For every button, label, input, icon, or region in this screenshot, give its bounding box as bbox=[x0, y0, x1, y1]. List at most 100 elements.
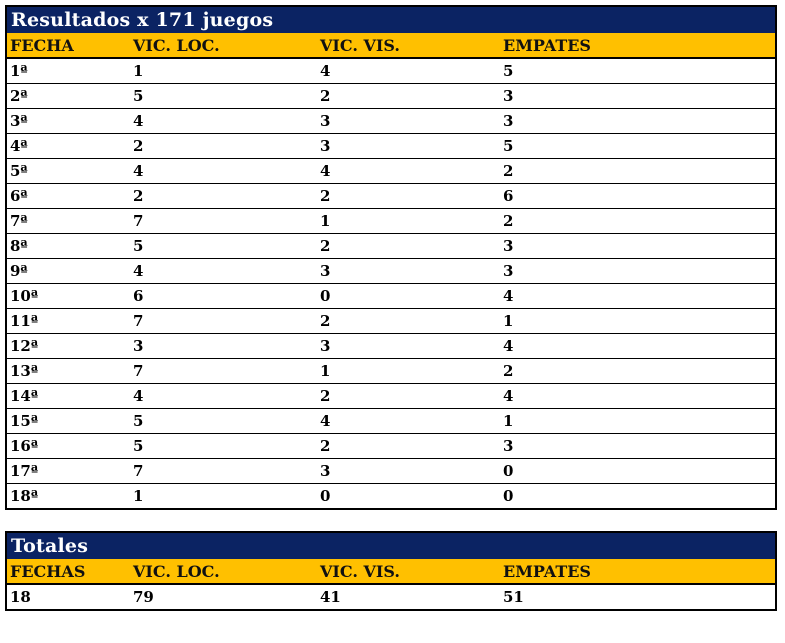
column-header-vic-vis: VIC. VIS. bbox=[317, 33, 500, 59]
results-header-row: FECHA VIC. LOC. VIC. VIS. EMPATES bbox=[7, 33, 775, 59]
totals-table-title: Totales bbox=[7, 533, 775, 559]
value-cell: 4 bbox=[317, 58, 500, 84]
row-label-cell: 14ª bbox=[7, 383, 130, 409]
value-cell: 1 bbox=[133, 487, 144, 505]
row-label-cell: 18 bbox=[10, 588, 31, 606]
row-label-cell: 7ª bbox=[7, 208, 130, 234]
value-cell: 3 bbox=[317, 108, 500, 134]
value-cell: 2 bbox=[317, 308, 500, 334]
table-row: 17ª 7 3 0 bbox=[7, 458, 775, 484]
value-cell: 5 bbox=[500, 58, 775, 84]
value-cell: 5 bbox=[130, 233, 317, 259]
table-row: 16ª 5 2 3 bbox=[7, 433, 775, 459]
value-cell: 3 bbox=[317, 258, 500, 284]
row-label-cell: 13ª bbox=[7, 358, 130, 384]
table-row: 3ª 4 3 3 bbox=[7, 108, 775, 134]
value-cell: 3 bbox=[500, 108, 775, 134]
value-cell: 2 bbox=[130, 133, 317, 159]
value-cell: 4 bbox=[500, 283, 775, 309]
value-cell: 4 bbox=[130, 108, 317, 134]
value-cell: 2 bbox=[500, 208, 775, 234]
table-row: 7ª 7 1 2 bbox=[7, 208, 775, 234]
column-header-fechas: FECHAS bbox=[7, 559, 130, 585]
row-label-cell: 15ª bbox=[7, 408, 130, 434]
value-cell: 4 bbox=[317, 408, 500, 434]
value-cell: 3 bbox=[317, 333, 500, 359]
column-header-vic-loc: VIC. LOC. bbox=[130, 33, 317, 59]
worksheet: Resultados x 171 juegos FECHA VIC. LOC. … bbox=[5, 5, 777, 611]
value-cell: 2 bbox=[317, 83, 500, 109]
table-row: 2ª 5 2 3 bbox=[7, 83, 775, 109]
value-cell: 0 bbox=[503, 487, 514, 505]
value-cell: 7 bbox=[130, 208, 317, 234]
value-cell: 6 bbox=[500, 183, 775, 209]
value-cell: 2 bbox=[317, 183, 500, 209]
value-cell: 5 bbox=[130, 408, 317, 434]
value-cell: 1 bbox=[500, 408, 775, 434]
row-label-cell: 18ª bbox=[10, 487, 39, 505]
table-row: 18 79 41 51 bbox=[7, 584, 775, 609]
results-data-table: FECHA VIC. LOC. VIC. VIS. EMPATES 1ª 1 4 5 2… bbox=[7, 33, 775, 508]
row-label-cell: 17ª bbox=[7, 458, 130, 484]
value-cell: 1 bbox=[317, 358, 500, 384]
value-cell: 3 bbox=[500, 83, 775, 109]
row-label-cell: 8ª bbox=[7, 233, 130, 259]
totals-table: Totales FECHAS VIC. LOC. VIC. VIS. EMPAT… bbox=[5, 531, 777, 611]
value-cell: 5 bbox=[130, 433, 317, 459]
table-row: 11ª 7 2 1 bbox=[7, 308, 775, 334]
row-label-cell: 6ª bbox=[7, 183, 130, 209]
table-row: 14ª 4 2 4 bbox=[7, 383, 775, 409]
table-row: 1ª 1 4 5 bbox=[7, 58, 775, 84]
value-cell: 4 bbox=[130, 158, 317, 184]
row-label-cell: 11ª bbox=[7, 308, 130, 334]
table-row: 4ª 2 3 5 bbox=[7, 133, 775, 159]
value-cell: 3 bbox=[317, 458, 500, 484]
row-label-cell: 16ª bbox=[7, 433, 130, 459]
table-row: 15ª 5 4 1 bbox=[7, 408, 775, 434]
value-cell: 1 bbox=[130, 58, 317, 84]
totals-header-row: FECHAS VIC. LOC. VIC. VIS. EMPATES bbox=[7, 559, 775, 585]
row-label-cell: 9ª bbox=[7, 258, 130, 284]
value-cell: 2 bbox=[317, 233, 500, 259]
value-cell: 51 bbox=[503, 588, 524, 606]
value-cell: 2 bbox=[130, 183, 317, 209]
value-cell: 4 bbox=[130, 383, 317, 409]
value-cell: 4 bbox=[500, 383, 775, 409]
totals-data-table: FECHAS VIC. LOC. VIC. VIS. EMPATES 18 79 4… bbox=[7, 559, 775, 609]
value-cell: 1 bbox=[317, 208, 500, 234]
value-cell: 6 bbox=[130, 283, 317, 309]
row-label-cell: 10ª bbox=[7, 283, 130, 309]
row-label-cell: 5ª bbox=[7, 158, 130, 184]
table-row: 18ª 1 0 0 bbox=[7, 484, 775, 509]
row-label-cell: 3ª bbox=[7, 108, 130, 134]
value-cell: 7 bbox=[130, 358, 317, 384]
value-cell: 0 bbox=[317, 283, 500, 309]
row-label-cell: 4ª bbox=[7, 133, 130, 159]
results-table-title: Resultados x 171 juegos bbox=[7, 7, 775, 33]
value-cell: 3 bbox=[500, 233, 775, 259]
value-cell: 0 bbox=[320, 487, 331, 505]
value-cell: 2 bbox=[317, 433, 500, 459]
table-row: 10ª 6 0 4 bbox=[7, 283, 775, 309]
row-label-cell: 12ª bbox=[7, 333, 130, 359]
results-table-body: 1ª 1 4 5 2ª 5 2 3 3ª 4 3 3 4ª 2 3 5 5ª 4 4 2 6ª 2 2 6 7ª 7 1 2 8ª 5 2 3… bbox=[7, 58, 775, 508]
column-header-empates-total: EMPATES bbox=[500, 559, 775, 585]
row-label-cell: 1ª bbox=[7, 58, 130, 84]
value-cell: 2 bbox=[500, 358, 775, 384]
value-cell: 3 bbox=[500, 433, 775, 459]
value-cell: 7 bbox=[130, 308, 317, 334]
value-cell: 2 bbox=[317, 383, 500, 409]
value-cell: 5 bbox=[500, 133, 775, 159]
value-cell: 79 bbox=[133, 588, 154, 606]
value-cell: 4 bbox=[130, 258, 317, 284]
column-header-empates: EMPATES bbox=[500, 33, 775, 59]
table-row: 12ª 3 3 4 bbox=[7, 333, 775, 359]
value-cell: 2 bbox=[500, 158, 775, 184]
results-table: Resultados x 171 juegos FECHA VIC. LOC. … bbox=[5, 5, 777, 510]
table-row: 9ª 4 3 3 bbox=[7, 258, 775, 284]
value-cell: 5 bbox=[130, 83, 317, 109]
value-cell: 7 bbox=[130, 458, 317, 484]
table-row: 8ª 5 2 3 bbox=[7, 233, 775, 259]
totals-table-body: 18 79 41 51 bbox=[7, 584, 775, 609]
value-cell: 1 bbox=[500, 308, 775, 334]
